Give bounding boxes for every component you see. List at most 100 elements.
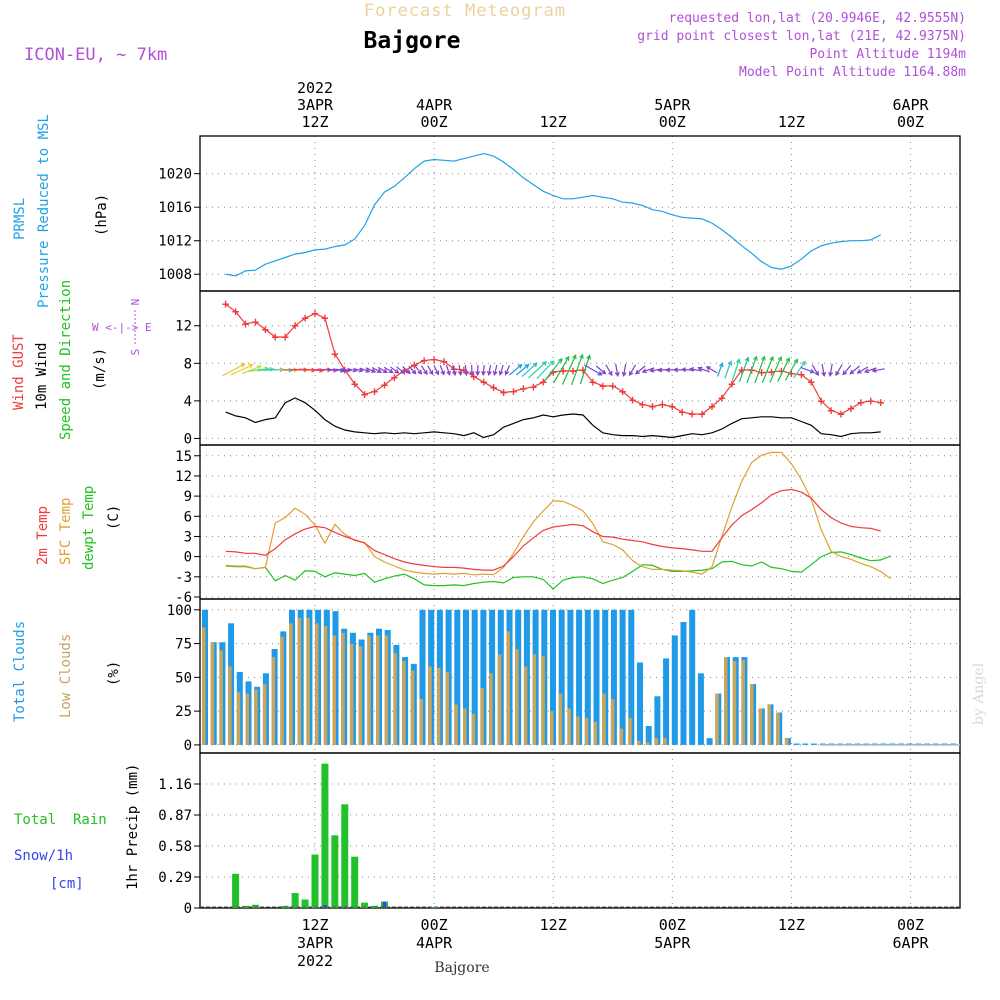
gust-marker: + <box>430 353 437 367</box>
low-cloud-bar <box>245 693 249 745</box>
gust-marker: + <box>837 407 844 421</box>
wind-arrow-head <box>417 369 423 375</box>
wind-arrow <box>641 367 655 374</box>
cloud-ytick-label: 100 <box>167 603 192 619</box>
wind-arrow-shaft <box>570 354 584 386</box>
gust-marker: + <box>629 393 636 407</box>
wind-arrow <box>697 366 710 373</box>
wind-arrow-shaft <box>342 368 351 372</box>
wind-arrow <box>396 366 406 374</box>
wind-arrow-shaft <box>562 355 577 385</box>
wind-arrow <box>241 365 262 375</box>
wind-arrow <box>348 367 358 373</box>
wind-arrow-head <box>705 366 711 371</box>
low-cloud-bar <box>758 708 763 745</box>
bottom-time-label: 2022 <box>297 952 333 970</box>
gust-marker: + <box>252 315 259 329</box>
wind-arrow <box>433 365 440 376</box>
gust-marker: + <box>550 365 557 379</box>
low-cloud-label: Low Clouds <box>58 634 74 718</box>
low-cloud-bar <box>315 623 319 745</box>
wind-arrow <box>504 365 510 376</box>
gust-marker: + <box>808 375 815 389</box>
low-cloud-bar <box>750 684 754 745</box>
total-cloud-bar <box>689 609 696 745</box>
wind-arrow <box>746 355 758 384</box>
bottom-time-label: 3APR <box>297 934 334 952</box>
low-cloud-bar <box>576 716 580 745</box>
wind-arrow <box>793 360 806 379</box>
wind-arrow-head <box>428 370 434 376</box>
total-cloud-bar <box>463 609 469 745</box>
gust-marker: + <box>827 403 834 417</box>
wind-arrow <box>811 364 819 377</box>
total-cloud-bar <box>419 609 426 745</box>
gust-marker: + <box>381 378 388 392</box>
wind-arrow-shaft <box>420 365 428 375</box>
gust-marker: + <box>679 405 686 419</box>
gust-marker: + <box>867 394 874 408</box>
gust-marker: + <box>411 358 418 372</box>
gust-marker: + <box>232 305 239 319</box>
wind-arrow-shaft <box>458 364 462 375</box>
wind-arrow <box>731 358 741 381</box>
pressure-ytick-label: 1008 <box>158 267 192 283</box>
wind-arrow-shaft <box>222 363 245 377</box>
wind-arrow <box>863 367 877 374</box>
rain-bar <box>351 856 359 908</box>
wind-arrow-head <box>785 357 790 363</box>
pressure-grid: 1008 1012 1016 1020 <box>158 135 961 292</box>
total-cloud-bar <box>645 725 652 745</box>
wind-arrow <box>414 365 423 375</box>
cloud-labels: Total Clouds Low Clouds (%) <box>12 621 122 722</box>
wind-arrow-head <box>608 371 613 377</box>
precip-unit: 1hr Precip (mm) <box>125 764 141 890</box>
cloud-unit: (%) <box>106 661 122 686</box>
wind-arrow <box>475 364 481 377</box>
top-time-label: 4APR <box>416 96 453 114</box>
low-cloud-bar <box>410 670 415 745</box>
wind-arrow-head <box>248 363 254 369</box>
low-cloud-bar <box>593 721 597 745</box>
temp-labels: 2m Temp SFC Temp dewpt Temp (C) <box>35 486 122 570</box>
wind10-label: 10m Wind <box>34 343 50 410</box>
low-cloud-bar <box>393 653 397 745</box>
rain-bar <box>291 893 299 908</box>
wind-arrow-shaft <box>528 361 547 379</box>
wind-arrow <box>705 366 718 374</box>
wind-arrow-head <box>440 370 445 376</box>
wind-arrow-head <box>346 367 352 373</box>
wind-arrow-shaft <box>508 364 522 376</box>
rain-bar <box>331 835 339 908</box>
location-title: Bajgore <box>364 28 461 54</box>
wind-arrow-head <box>849 369 855 375</box>
temp-ytick-label: 9 <box>184 489 192 505</box>
bottom-time-label: 5APR <box>654 934 691 952</box>
top-time-label: 00Z <box>897 113 924 131</box>
wind-arrow-shaft <box>482 364 485 375</box>
gust-marker: + <box>540 375 547 389</box>
pressure-labels: PRMSL Pressure Reduced to MSL (hPa) <box>12 114 110 308</box>
total-cloud-bar <box>567 609 574 745</box>
pressure-ytick-label: 1012 <box>158 234 192 250</box>
low-cloud-bar <box>367 635 371 745</box>
cloud-ytick-label: 75 <box>175 637 192 653</box>
total-cloud-bar <box>811 743 817 745</box>
wind-arrow-shaft <box>811 364 819 376</box>
wind-arrow <box>634 365 646 375</box>
wind-arrow-head <box>376 368 383 373</box>
gust-marker: + <box>738 363 745 377</box>
temp-grid: -6 -3 0 3 6 9 12 15 <box>175 444 961 606</box>
requested-coords: requested lon,lat (20.9946E, 42.9555N) <box>669 11 966 26</box>
precip-labels: Total Rain Snow/1h [cm] 1hr Precip (mm) <box>14 764 141 892</box>
gust-marker: + <box>470 369 477 383</box>
wind-arrow-shaft <box>761 356 774 384</box>
low-cloud-bar <box>428 666 432 745</box>
wind-arrow-shaft <box>821 363 825 376</box>
wind-dir-label: Speed and Direction <box>58 280 74 440</box>
wind-arrow <box>439 365 445 376</box>
wind-arrow-shaft <box>754 356 765 384</box>
gust-line <box>225 303 881 415</box>
bottom-time-label: 6APR <box>892 934 929 952</box>
wind-arrow-shaft <box>842 364 852 375</box>
